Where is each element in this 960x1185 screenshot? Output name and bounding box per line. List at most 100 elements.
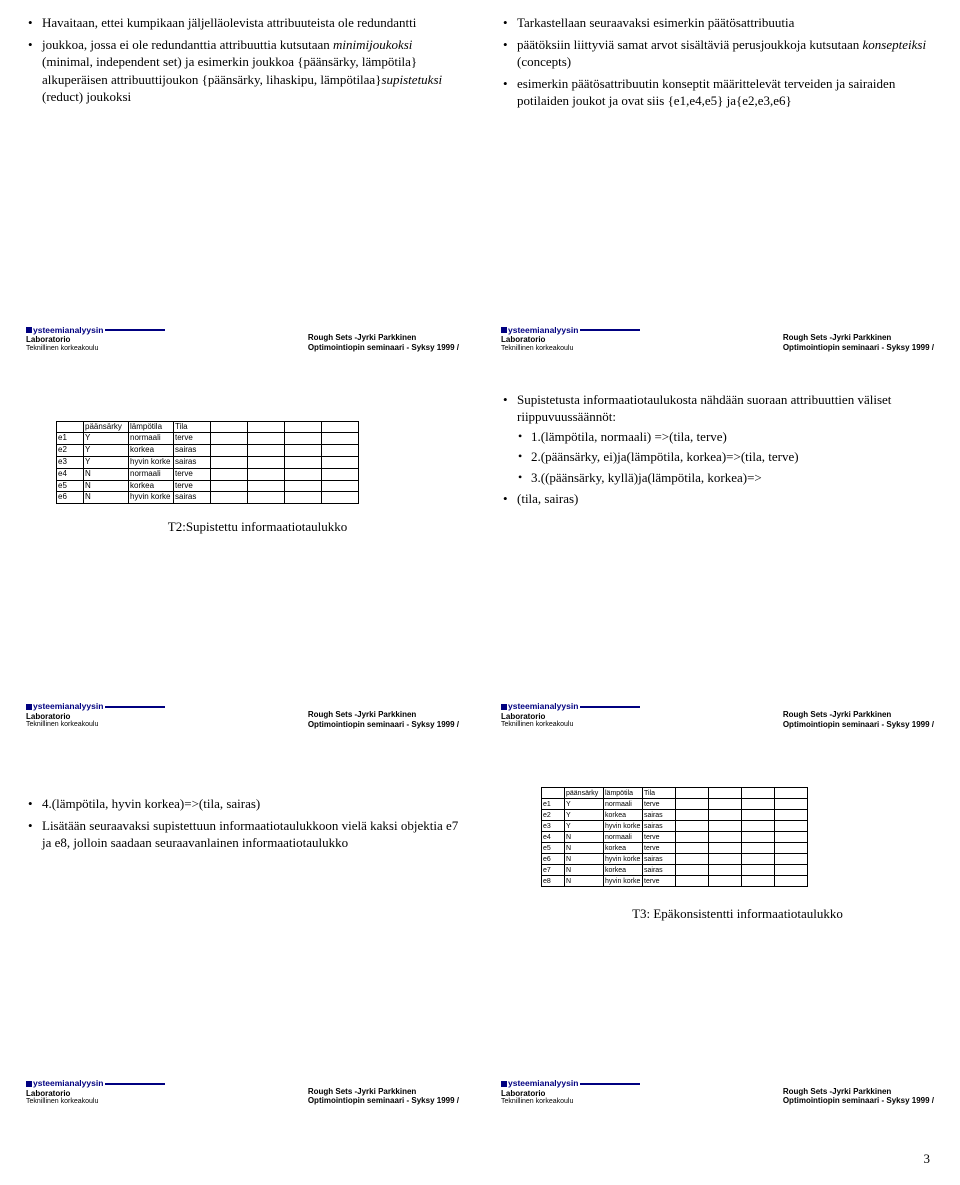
footer-line1: Rough Sets -Jyrki Parkkinen [308, 333, 459, 343]
table-cell: e5 [542, 843, 565, 854]
table-row: e7Nkorkeasairas [542, 865, 808, 876]
table-cell [542, 788, 565, 799]
table-cell [285, 468, 322, 480]
table-cell [676, 843, 709, 854]
lab-text: Laboratorio [26, 335, 165, 344]
table-cell: e2 [57, 445, 84, 457]
slide-2: Tarkastellaan seuraavaksi esimerkin päät… [495, 10, 940, 357]
slide-2-content: Tarkastellaan seuraavaksi esimerkin päät… [501, 14, 934, 114]
table-cell [676, 832, 709, 843]
table-cell: e8 [542, 876, 565, 887]
table-t3: päänsärkylämpötilaTilae1Ynormaalitervee2… [541, 787, 808, 887]
table-cell [285, 480, 322, 492]
footer-left: ysteemianalyysin Laboratorio Teknillinen… [501, 1079, 640, 1106]
table-cell: sairas [643, 821, 676, 832]
brand-text: ysteemianalyysin [508, 1078, 578, 1088]
sub-bullet: 1.(lämpötila, normaali) =>(tila, terve) [517, 428, 934, 446]
table-cell: Y [565, 799, 604, 810]
table-cell: N [84, 492, 129, 504]
table-row: e3Yhyvin korkesairas [542, 821, 808, 832]
table-cell [322, 468, 359, 480]
table-cell: terve [643, 832, 676, 843]
slide-1: Havaitaan, ettei kumpikaan jäljelläolevi… [20, 10, 465, 357]
footer-right: Rough Sets -Jyrki Parkkinen Optimointiop… [783, 710, 934, 729]
page-number: 3 [924, 1151, 931, 1167]
table-cell: terve [643, 876, 676, 887]
table-cell [709, 876, 742, 887]
footer-right: Rough Sets -Jyrki Parkkinen Optimointiop… [308, 710, 459, 729]
table-row: e5Nkorkeaterve [542, 843, 808, 854]
table-cell [211, 457, 248, 469]
table-cell: hyvin korke [604, 876, 643, 887]
table-cell [322, 421, 359, 433]
footer-right: Rough Sets -Jyrki Parkkinen Optimointiop… [783, 1087, 934, 1106]
table-cell [742, 810, 775, 821]
table-cell [211, 445, 248, 457]
table-cell: korkea [129, 445, 174, 457]
table-cell [676, 788, 709, 799]
table-cell: e1 [57, 433, 84, 445]
table-cell: N [565, 854, 604, 865]
lab-text: Laboratorio [501, 335, 640, 344]
table-cell [676, 865, 709, 876]
table-cell: hyvin korke [604, 821, 643, 832]
table-cell [775, 788, 808, 799]
table-cell: sairas [174, 457, 211, 469]
footer-line2: Optimointiopin seminaari - Syksy 1999 / [783, 720, 934, 730]
table-cell [775, 865, 808, 876]
table-cell [676, 821, 709, 832]
table-cell [742, 799, 775, 810]
table-cell [775, 876, 808, 887]
table-cell [742, 821, 775, 832]
footer-line1: Rough Sets -Jyrki Parkkinen [308, 1087, 459, 1097]
slide-footer: ysteemianalyysin Laboratorio Teknillinen… [501, 326, 934, 357]
table-cell: e4 [57, 468, 84, 480]
table-cell: N [565, 832, 604, 843]
table-cell [285, 421, 322, 433]
table-cell: Tila [643, 788, 676, 799]
table-cell [775, 832, 808, 843]
table-cell [709, 865, 742, 876]
footer-line1: Rough Sets -Jyrki Parkkinen [783, 333, 934, 343]
text: päätöksiin liittyviä samat arvot sisältä… [517, 37, 863, 52]
text-italic: konsepteiksi [863, 37, 927, 52]
slide-footer: ysteemianalyysin Laboratorio Teknillinen… [26, 702, 459, 733]
bullet: 4.(lämpötila, hyvin korkea)=>(tila, sair… [26, 795, 459, 813]
table-cell: N [565, 876, 604, 887]
slide-footer: ysteemianalyysin Laboratorio Teknillinen… [501, 702, 934, 733]
brand-text: ysteemianalyysin [508, 701, 578, 711]
slide-1-content: Havaitaan, ettei kumpikaan jäljelläolevi… [26, 14, 459, 110]
table-cell [248, 468, 285, 480]
table-row: e2Ykorkeasairas [57, 445, 359, 457]
table-cell: terve [643, 843, 676, 854]
uni-text: Teknillinen korkeakoulu [26, 345, 165, 353]
uni-text: Teknillinen korkeakoulu [501, 345, 640, 353]
slide-6-content: päänsärkylämpötilaTilae1Ynormaalitervee2… [501, 767, 934, 923]
text: Supistetusta informaatiotaulukosta nähdä… [517, 392, 891, 425]
table-cell: N [565, 843, 604, 854]
table-cell: sairas [174, 492, 211, 504]
table-row: e6Nhyvin korkesairas [542, 854, 808, 865]
table-t2: päänsärkylämpötilaTilae1Ynormaalitervee2… [56, 421, 359, 505]
table-cell [709, 810, 742, 821]
sub-bullet: 3.((päänsärky, kyllä)ja(lämpötila, korke… [517, 469, 934, 487]
sub-bullet: 2.(päänsärky, ei)ja(lämpötila, korkea)=>… [517, 448, 934, 466]
table-cell: terve [174, 468, 211, 480]
table-caption: T3: Epäkonsistentti informaatiotaulukko [541, 905, 934, 923]
table-cell: e3 [542, 821, 565, 832]
table-cell: Y [84, 457, 129, 469]
footer-right: Rough Sets -Jyrki Parkkinen Optimointiop… [783, 333, 934, 352]
footer-left: ysteemianalyysin Laboratorio Teknillinen… [501, 326, 640, 353]
table-cell: sairas [174, 445, 211, 457]
table-row: e2Ykorkeasairas [542, 810, 808, 821]
footer-line1: Rough Sets -Jyrki Parkkinen [783, 710, 934, 720]
table-cell: Y [565, 810, 604, 821]
table-cell [285, 433, 322, 445]
uni-text: Teknillinen korkeakoulu [501, 1098, 640, 1106]
table-cell [742, 876, 775, 887]
table-cell: e7 [542, 865, 565, 876]
footer-line2: Optimointiopin seminaari - Syksy 1999 / [783, 1096, 934, 1106]
table-cell: e6 [542, 854, 565, 865]
lab-text: Laboratorio [501, 712, 640, 721]
table-cell [285, 492, 322, 504]
